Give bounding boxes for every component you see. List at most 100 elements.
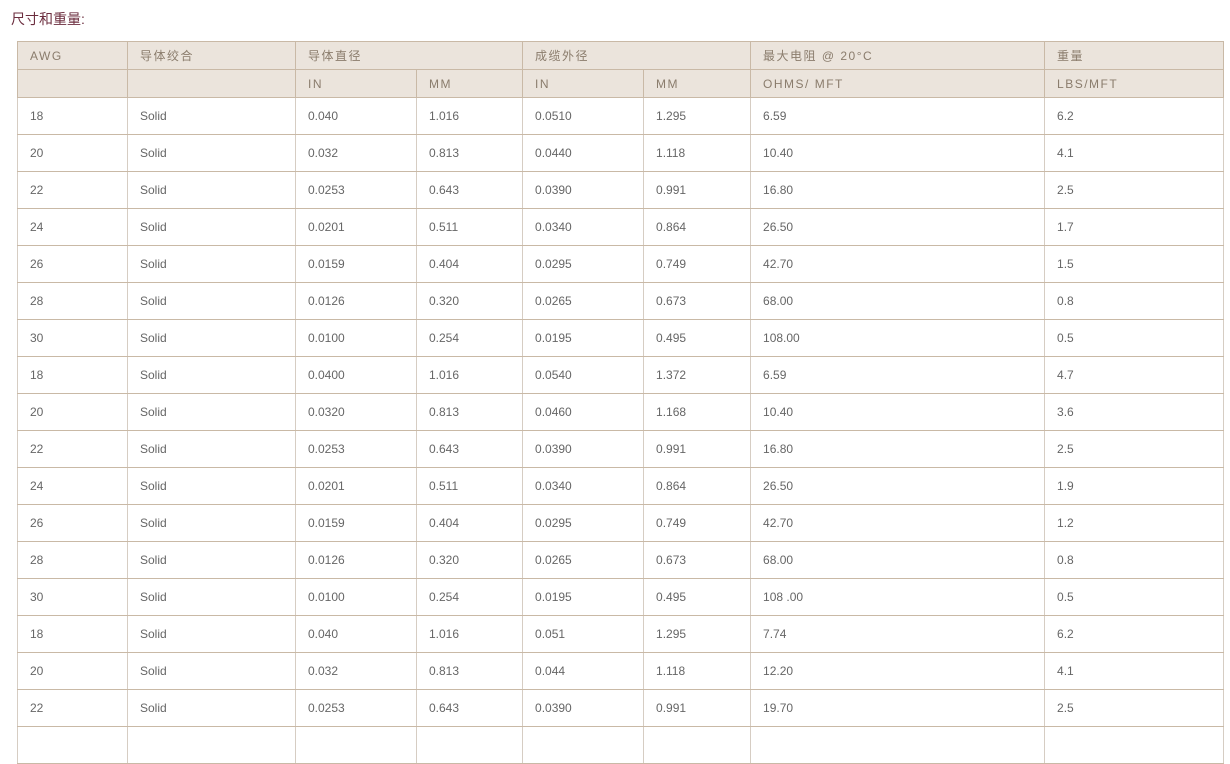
table-cell: 26	[17, 245, 128, 283]
table-row: 30 Solid 0.0100 0.254 0.0195 0.495 108 .00 0.5	[17, 578, 1225, 616]
header-awg: AWG	[17, 41, 128, 70]
table-cell: 0.254	[415, 578, 524, 616]
table-cell: 0.0390	[522, 430, 645, 468]
header-cable-od: 成缆外径	[522, 41, 752, 70]
table-cell: 0.0201	[295, 467, 417, 505]
table-cell: 6.2	[1044, 97, 1225, 135]
header-stranding: 导体绞合	[127, 41, 296, 70]
table-cell: Solid	[127, 97, 296, 135]
table-cell: 0.0265	[522, 282, 645, 320]
table-cell: 42.70	[750, 245, 1046, 283]
table-cell	[643, 726, 752, 764]
table-cell: 19.70	[750, 689, 1046, 727]
table-cell: 4.7	[1044, 356, 1225, 394]
table-cell: 1.2	[1044, 504, 1225, 542]
table-cell	[415, 726, 524, 764]
header-weight: 重量	[1044, 41, 1225, 70]
subheader	[17, 69, 128, 98]
table-cell: 0.044	[522, 652, 645, 690]
table-cell: 1.9	[1044, 467, 1225, 505]
table-cell: Solid	[127, 467, 296, 505]
table-cell: 0.0390	[522, 171, 645, 209]
table-cell: 0.0195	[522, 578, 645, 616]
table-row: 26 Solid 0.0159 0.404 0.0295 0.749 42.70 1.2	[17, 504, 1225, 542]
table-cell: 26	[17, 504, 128, 542]
table-cell: 0.0100	[295, 578, 417, 616]
table-row: 30 Solid 0.0100 0.254 0.0195 0.495 108.00 0.5	[17, 319, 1225, 357]
table-cell: 0.813	[415, 652, 524, 690]
table-cell: 16.80	[750, 171, 1046, 209]
table-cell: 0.749	[643, 504, 752, 542]
table-cell: 108 .00	[750, 578, 1046, 616]
table-cell: 22	[17, 689, 128, 727]
table-cell: 0.864	[643, 208, 752, 246]
table-cell: Solid	[127, 430, 296, 468]
table-cell: 10.40	[750, 134, 1046, 172]
table-row: 28 Solid 0.0126 0.320 0.0265 0.673 68.00 0.8	[17, 282, 1225, 320]
table-cell: 0.0510	[522, 97, 645, 135]
table-cell: Solid	[127, 134, 296, 172]
table-cell: Solid	[127, 393, 296, 431]
table-cell: 20	[17, 134, 128, 172]
table-cell: 1.5	[1044, 245, 1225, 283]
table-cell: 30	[17, 319, 128, 357]
table-cell: 0.991	[643, 171, 752, 209]
table-cell: 0.813	[415, 393, 524, 431]
table-cell: Solid	[127, 282, 296, 320]
table-cell: 68.00	[750, 282, 1046, 320]
table-cell: 12.20	[750, 652, 1046, 690]
table-cell: Solid	[127, 319, 296, 357]
table-cell: 18	[17, 356, 128, 394]
table-cell: 0.404	[415, 245, 524, 283]
subheader-mm: MM	[643, 69, 752, 98]
table-cell: Solid	[127, 171, 296, 209]
table-cell: 2.5	[1044, 430, 1225, 468]
table-cell	[522, 726, 645, 764]
table-cell: 20	[17, 652, 128, 690]
table-cell: 22	[17, 430, 128, 468]
table-cell: 0.643	[415, 689, 524, 727]
table-cell: Solid	[127, 541, 296, 579]
table-row: 26 Solid 0.0159 0.404 0.0295 0.749 42.70 1.5	[17, 245, 1225, 283]
header-max-resistance: 最大电阻 @ 20°C	[750, 41, 1046, 70]
table-cell: 18	[17, 97, 128, 135]
table-cell: 0.254	[415, 319, 524, 357]
table-cell: 0.673	[643, 541, 752, 579]
table-cell: Solid	[127, 689, 296, 727]
table-cell: 0.495	[643, 578, 752, 616]
table-cell: 0.0159	[295, 245, 417, 283]
table-cell	[295, 726, 417, 764]
table-cell: 0.0295	[522, 504, 645, 542]
table-cell: 26.50	[750, 208, 1046, 246]
table-cell: 2.5	[1044, 171, 1225, 209]
table-cell: 0.0400	[295, 356, 417, 394]
subheader	[127, 69, 296, 98]
table-cell: 4.1	[1044, 652, 1225, 690]
table-cell: 0.864	[643, 467, 752, 505]
table-cell: 0.991	[643, 430, 752, 468]
table-cell	[1044, 726, 1225, 764]
table-row: 22 Solid 0.0253 0.643 0.0390 0.991 16.80 2.5	[17, 171, 1225, 209]
spec-table: AWG 导体绞合 导体直径 成缆外径 最大电阻 @ 20°C 重量 IN MM …	[17, 41, 1225, 764]
table-cell	[750, 726, 1046, 764]
table-cell: Solid	[127, 356, 296, 394]
table-cell: 28	[17, 282, 128, 320]
table-cell: 1.016	[415, 615, 524, 653]
table-cell: 0.8	[1044, 282, 1225, 320]
table-cell: 2.5	[1044, 689, 1225, 727]
table-cell: 0.032	[295, 134, 417, 172]
table-cell: 0.5	[1044, 319, 1225, 357]
table-cell: 0.511	[415, 467, 524, 505]
table-cell: 0.0460	[522, 393, 645, 431]
table-cell: 6.59	[750, 356, 1046, 394]
table-cell: 1.118	[643, 134, 752, 172]
table-row: 28 Solid 0.0126 0.320 0.0265 0.673 68.00 0.8	[17, 541, 1225, 579]
table-cell: 0.051	[522, 615, 645, 653]
table-row	[17, 726, 1225, 764]
table-cell: 1.295	[643, 97, 752, 135]
table-cell: 0.0201	[295, 208, 417, 246]
table-cell: 18	[17, 615, 128, 653]
table-row: 20 Solid 0.032 0.813 0.044 1.118 12.20 4.1	[17, 652, 1225, 690]
header-conductor-diameter: 导体直径	[294, 41, 524, 70]
table-cell: 0.0295	[522, 245, 645, 283]
